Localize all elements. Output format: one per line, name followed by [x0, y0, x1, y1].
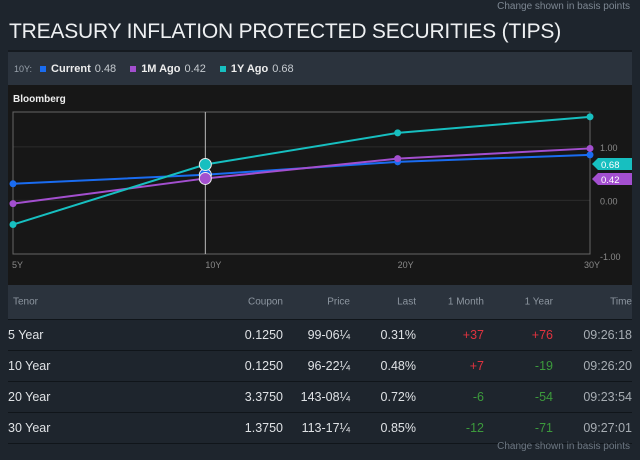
1-month-change-cell: +7: [469, 359, 484, 373]
coupon-cell: 0.1250: [244, 328, 283, 342]
x-tick-label: 5Y: [12, 260, 23, 270]
price-cell: 143-08¼: [300, 390, 350, 404]
header-time: Time: [610, 296, 632, 308]
legend-item-current[interactable]: Current 0.48: [40, 63, 116, 75]
1y-swatch-icon: [219, 65, 226, 72]
header-1-year: 1 Year: [524, 296, 553, 308]
highlight-point: [198, 171, 212, 185]
table-header: Tenor Coupon Price Last 1 Month 1 Year T…: [8, 285, 632, 320]
table-row[interactable]: 5 Year 0.1250 99-06¼ 0.31% +37 +76 09:26:18: [8, 320, 632, 351]
footnote: Change shown in basis points: [497, 441, 630, 452]
chart-source: Bloomberg: [13, 94, 66, 105]
end-label-text: 0.68: [601, 160, 620, 171]
data-point: [586, 113, 594, 121]
data-point: [9, 180, 17, 188]
highlight-point: [198, 158, 212, 172]
plot-border: [12, 111, 591, 255]
current-swatch-icon: [40, 65, 47, 72]
1-month-change-cell: -6: [472, 390, 484, 404]
x-tick-label: 30Y: [584, 260, 600, 270]
legend-value: 0.42: [184, 62, 206, 75]
series-line-1: [12, 147, 591, 205]
legend-item-1y-ago[interactable]: 1Y Ago 0.68: [219, 62, 294, 75]
last-cell: 0.31%: [380, 328, 416, 342]
tenor-cell: 10 Year: [8, 359, 51, 373]
last-cell: 0.72%: [380, 390, 416, 404]
price-cell: 96-22¼: [307, 359, 350, 373]
legend-name: 1M Ago: [141, 62, 181, 75]
tenor-cell: 5 Year: [8, 328, 44, 342]
y-tick-label: 0.00: [600, 196, 618, 206]
1-year-change-cell: -19: [534, 359, 553, 373]
data-point: [586, 151, 594, 159]
time-cell: 09:26:18: [583, 328, 632, 342]
end-label-tag: [592, 158, 632, 170]
table-row[interactable]: 30 Year 1.3750 113-17¼ 0.85% -12 -71 09:27:01: [8, 413, 632, 444]
legend-name: 1Y Ago: [230, 62, 269, 75]
top-note: Change shown in basis points: [497, 1, 630, 12]
time-cell: 09:27:01: [583, 421, 632, 435]
table-row[interactable]: 20 Year 3.3750 143-08¼ 0.72% -6 -54 09:23:54: [8, 382, 632, 413]
price-cell: 99-06¼: [307, 328, 350, 342]
time-cell: 09:23:54: [583, 390, 632, 404]
1-year-change-cell: +76: [531, 328, 553, 342]
header-coupon: Coupon: [247, 296, 283, 308]
y-tick-label: -1.00: [600, 252, 621, 262]
last-cell: 0.48%: [380, 359, 416, 373]
data-point: [9, 221, 17, 229]
legend-name: Current: [51, 62, 91, 75]
price-cell: 113-17¼: [301, 421, 350, 435]
data-point: [586, 144, 594, 152]
x-tick-label: 10Y: [205, 260, 221, 270]
end-label-text: 0.42: [601, 175, 620, 186]
header-tenor: Tenor: [13, 296, 39, 308]
coupon-cell: 0.1250: [244, 359, 283, 373]
header-last: Last: [397, 296, 416, 308]
time-cell: 09:26:20: [583, 359, 632, 373]
1-month-change-cell: +37: [462, 328, 484, 342]
tenor-cell: 30 Year: [8, 421, 51, 435]
page-title: TREASURY INFLATION PROTECTED SECURITIES …: [9, 20, 562, 43]
last-cell: 0.85%: [380, 421, 416, 435]
legend-item-1m-ago[interactable]: 1M Ago 0.42: [130, 63, 206, 75]
1-year-change-cell: -54: [534, 390, 553, 404]
tenor-cell: 20 Year: [8, 390, 51, 404]
series-line-2: [12, 115, 591, 226]
coupon-cell: 3.3750: [244, 390, 283, 404]
legend-label: 10Y:: [14, 63, 33, 74]
chart-legend: 10Y: Current 0.48 1M Ago 0.42 1Y Ago 0.68: [8, 50, 632, 85]
legend-value: 0.68: [272, 62, 294, 75]
x-tick-label: 20Y: [398, 260, 414, 270]
data-point: [394, 129, 402, 137]
y-tick-label: 1.00: [600, 143, 618, 153]
1-year-change-cell: -71: [534, 421, 553, 435]
1m-swatch-icon: [130, 65, 137, 72]
end-label-tag: [592, 173, 632, 185]
chart-svg[interactable]: 1.00 0.00 -1.00 5Y 10Y 20Y 30Y 0.68 0.42: [8, 85, 632, 285]
legend-value: 0.48: [94, 62, 117, 75]
coupon-cell: 1.3750: [244, 421, 283, 435]
data-point: [394, 155, 402, 163]
1-month-change-cell: -12: [465, 421, 484, 435]
data-point: [9, 200, 17, 208]
header-price: Price: [327, 296, 350, 308]
table-row[interactable]: 10 Year 0.1250 96-22¼ 0.48% +7 -19 09:26:20: [8, 351, 632, 382]
header-1-month: 1 Month: [447, 296, 484, 308]
yield-chart[interactable]: Bloomberg 1.00 0.00 -1.00 5Y 10Y 20Y 30Y 0.68 0.…: [8, 85, 632, 285]
